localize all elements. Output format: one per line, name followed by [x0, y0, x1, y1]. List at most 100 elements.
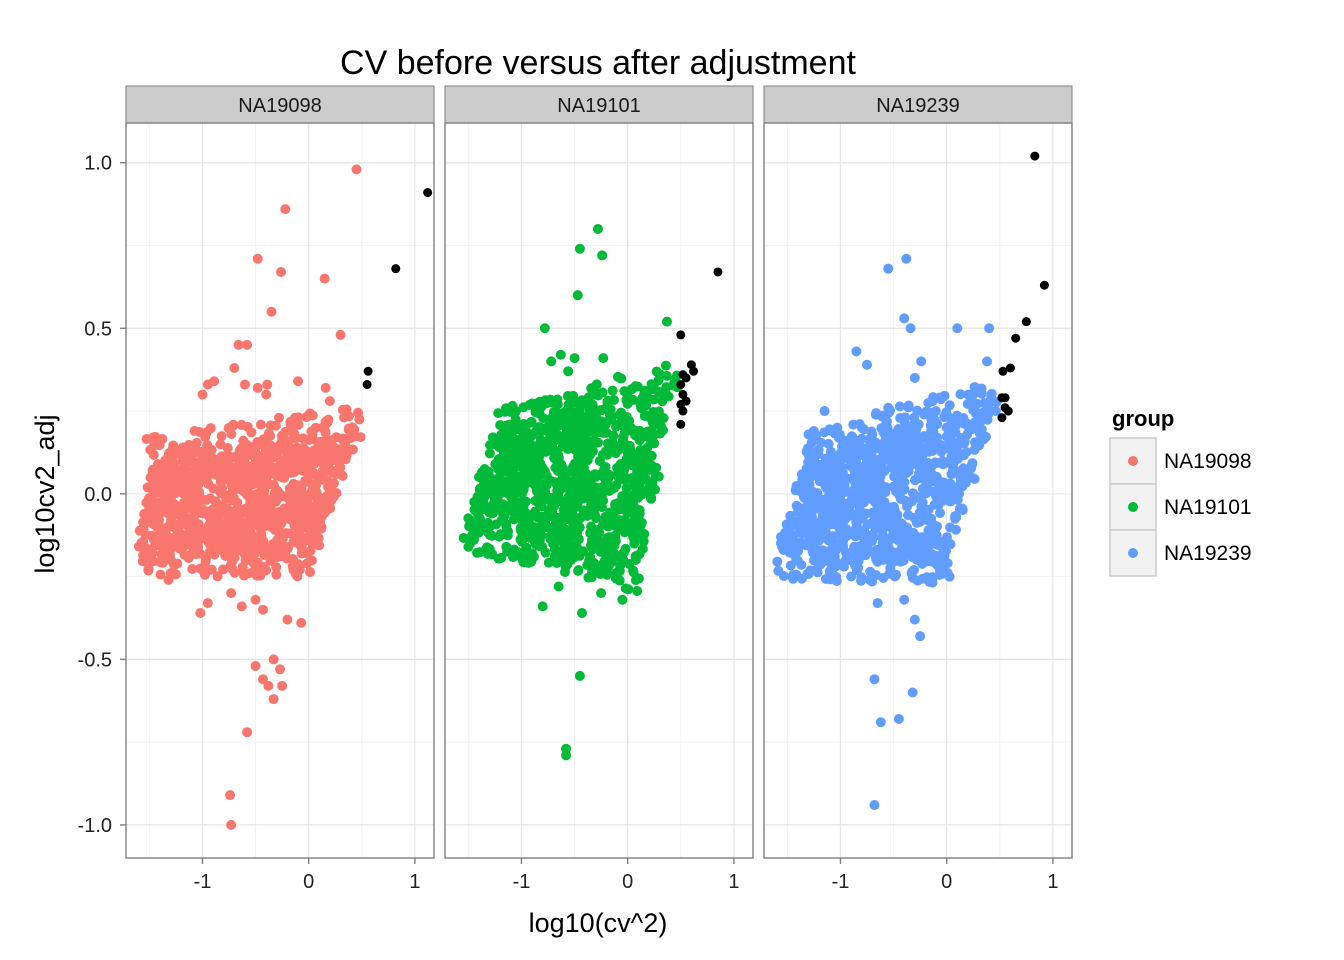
data-point	[259, 521, 270, 532]
data-point	[637, 533, 648, 544]
data-point	[278, 444, 289, 455]
data-point	[552, 549, 563, 560]
x-tick-label: 0	[941, 871, 952, 893]
highlighted-point	[1021, 317, 1031, 327]
data-point	[305, 567, 316, 578]
data-point	[163, 464, 174, 475]
data-point	[893, 424, 904, 435]
data-point	[872, 505, 883, 516]
x-tick-label: 0	[622, 871, 633, 893]
data-point	[656, 412, 667, 423]
data-point	[618, 434, 629, 445]
data-point	[803, 429, 814, 440]
data-point	[606, 412, 617, 423]
data-point	[193, 478, 204, 489]
data-point	[574, 404, 585, 415]
data-point	[618, 419, 629, 430]
data-point	[903, 510, 914, 521]
highlighted-point	[689, 366, 699, 376]
data-point	[604, 469, 615, 480]
data-point	[225, 561, 236, 572]
data-point	[296, 548, 307, 559]
data-point	[927, 577, 938, 588]
data-point	[870, 409, 881, 420]
outlier-point	[226, 588, 237, 599]
data-point	[233, 484, 244, 495]
data-point	[562, 424, 573, 435]
outlier-point	[851, 346, 862, 357]
data-point	[570, 526, 581, 537]
data-point	[533, 540, 544, 551]
highlighted-point	[676, 330, 686, 340]
data-point	[281, 453, 292, 464]
data-point	[472, 505, 483, 516]
data-point	[636, 517, 647, 528]
data-point	[574, 426, 585, 437]
data-point	[261, 565, 272, 576]
highlighted-point	[1011, 333, 1021, 343]
highlighted-point	[998, 366, 1008, 376]
data-point	[323, 448, 334, 459]
data-point	[913, 419, 924, 430]
outlier-point	[893, 713, 904, 724]
data-point	[597, 387, 608, 398]
data-point	[495, 420, 506, 431]
outlier-point	[875, 717, 886, 728]
data-point	[497, 441, 508, 452]
data-point	[871, 570, 882, 581]
data-point	[249, 548, 260, 559]
legend-item-NA19098: NA19098	[1109, 437, 1252, 485]
outlier-point	[258, 604, 269, 615]
data-point	[625, 425, 636, 436]
outlier-point	[226, 819, 237, 830]
data-point	[856, 575, 867, 586]
outlier-point	[592, 223, 603, 234]
data-point	[255, 419, 266, 430]
data-point	[553, 496, 564, 507]
data-point	[148, 449, 159, 460]
data-point	[180, 462, 191, 473]
legend-title: group	[1112, 406, 1174, 431]
data-point	[567, 487, 578, 498]
data-point	[937, 456, 948, 467]
data-point	[152, 534, 163, 545]
data-point	[824, 425, 835, 436]
outlier-point	[351, 164, 362, 175]
data-point	[846, 508, 857, 519]
data-point	[190, 493, 201, 504]
data-point	[580, 452, 591, 463]
data-point	[612, 442, 623, 453]
data-point	[152, 516, 163, 527]
data-point	[784, 528, 795, 539]
data-point	[962, 399, 973, 410]
data-point	[272, 535, 283, 546]
data-point	[306, 555, 317, 566]
data-point	[508, 494, 519, 505]
outlier-point	[546, 356, 557, 367]
data-point	[507, 439, 518, 450]
data-point	[610, 500, 621, 511]
data-point	[322, 417, 333, 428]
data-point	[341, 404, 352, 415]
data-point	[187, 564, 198, 575]
outlier-point	[266, 306, 277, 317]
data-point	[493, 408, 504, 419]
outlier-point	[574, 670, 585, 681]
data-point	[955, 450, 966, 461]
data-point	[831, 540, 842, 551]
data-point	[290, 568, 301, 579]
data-point	[179, 477, 190, 488]
outlier-point	[527, 548, 538, 559]
outlier-point	[792, 545, 803, 556]
data-point	[879, 505, 890, 516]
data-point	[861, 493, 872, 504]
data-point	[565, 515, 576, 526]
outlier-point	[862, 359, 873, 370]
data-point	[188, 446, 199, 457]
highlighted-point	[1039, 280, 1049, 290]
data-point	[601, 559, 612, 570]
outlier-point	[275, 664, 285, 675]
panel-grid	[126, 123, 434, 858]
points-NA19101	[458, 223, 723, 761]
data-point	[945, 478, 956, 489]
